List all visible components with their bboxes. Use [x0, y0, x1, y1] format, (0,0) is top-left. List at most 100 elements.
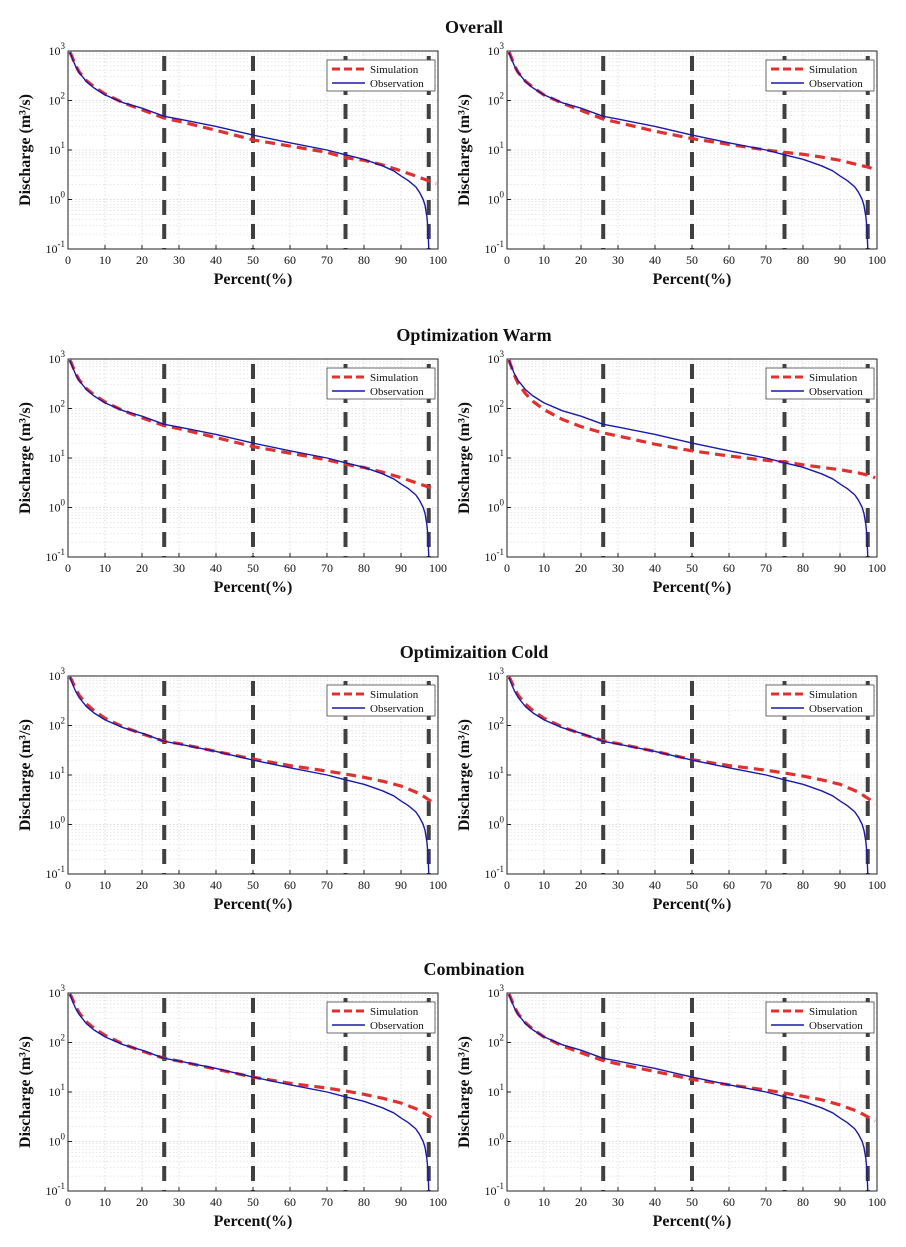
- y-axis-label: Discharge (m³/s): [17, 94, 34, 206]
- y-tick-label: 101: [49, 765, 66, 782]
- legend: Simulation Observation: [326, 1001, 436, 1034]
- legend: Simulation Observation: [765, 59, 875, 92]
- legend-box: [326, 1001, 436, 1034]
- y-axis-label: Discharge (m³/s): [17, 1036, 34, 1148]
- x-tick-label: 70: [760, 1195, 772, 1209]
- x-tick-label: 40: [210, 561, 222, 575]
- y-tick-label: 102: [488, 91, 505, 108]
- x-tick-label: 0: [65, 253, 71, 267]
- legend: Simulation Observation: [326, 59, 436, 92]
- y-tick-label: 10-1: [46, 239, 66, 256]
- x-tick-label: 40: [210, 1195, 222, 1209]
- x-tick-label: 30: [612, 253, 624, 267]
- x-tick-label: 20: [136, 1195, 148, 1209]
- x-tick-label: 80: [358, 253, 370, 267]
- row-title-optimization-warm: Optimization Warm: [396, 325, 551, 345]
- y-tick-label: 100: [488, 498, 505, 515]
- row-title-optimization-cold: Optimizaition Cold: [400, 642, 549, 662]
- x-tick-label: 10: [538, 253, 550, 267]
- legend-label-simulation: Simulation: [809, 372, 858, 384]
- y-tick-label: 10-1: [485, 239, 505, 256]
- y-axis-label: Discharge (m³/s): [17, 402, 34, 514]
- x-tick-label: 40: [210, 253, 222, 267]
- x-tick-label: 20: [136, 561, 148, 575]
- x-axis-label: Percent(%): [214, 579, 293, 596]
- x-tick-label: 80: [358, 1195, 370, 1209]
- x-tick-label: 20: [575, 1195, 587, 1209]
- x-tick-label: 0: [504, 253, 510, 267]
- x-tick-label: 20: [575, 561, 587, 575]
- x-tick-label: 10: [538, 878, 550, 892]
- legend: Simulation Observation: [326, 684, 436, 717]
- legend-label-simulation: Simulation: [809, 64, 858, 76]
- x-axis-label: Percent(%): [653, 271, 732, 288]
- y-tick-label: 101: [49, 140, 66, 157]
- x-tick-label: 0: [65, 561, 71, 575]
- x-tick-label: 30: [173, 878, 185, 892]
- x-tick-label: 70: [760, 878, 772, 892]
- simulation-line: [68, 359, 437, 493]
- x-tick-label: 60: [284, 561, 296, 575]
- legend-box: [326, 684, 436, 717]
- x-tick-label: 90: [834, 1195, 846, 1209]
- y-tick-label: 101: [488, 448, 505, 465]
- y-tick-label: 103: [49, 983, 66, 1000]
- x-tick-label: 100: [868, 878, 886, 892]
- legend-box: [765, 684, 875, 717]
- x-tick-label: 50: [247, 253, 259, 267]
- x-tick-label: 80: [797, 1195, 809, 1209]
- observation-line: [508, 676, 869, 874]
- x-tick-label: 100: [868, 253, 886, 267]
- x-tick-label: 20: [575, 878, 587, 892]
- row-title-overall: Overall: [445, 17, 503, 37]
- legend-label-observation: Observation: [370, 1020, 424, 1032]
- x-axis-label: Percent(%): [214, 271, 293, 288]
- legend: Simulation Observation: [765, 367, 875, 400]
- observation-line: [508, 359, 869, 557]
- x-tick-label: 70: [321, 878, 333, 892]
- y-tick-label: 102: [49, 91, 66, 108]
- x-tick-label: 70: [760, 253, 772, 267]
- x-tick-label: 10: [538, 1195, 550, 1209]
- x-tick-label: 70: [760, 561, 772, 575]
- x-tick-label: 10: [99, 253, 111, 267]
- legend-label-observation: Observation: [370, 386, 424, 398]
- y-tick-label: 103: [49, 666, 66, 683]
- legend-label-simulation: Simulation: [370, 64, 419, 76]
- legend-label-observation: Observation: [809, 386, 863, 398]
- x-tick-label: 60: [723, 561, 735, 575]
- chart-panel-4: 0 10 20 30 40 50 60 70 80 90 100 10-1 100 101 102 103 Pe…: [456, 349, 886, 596]
- x-axis-label: Percent(%): [653, 896, 732, 913]
- x-tick-label: 90: [834, 561, 846, 575]
- x-tick-label: 30: [173, 1195, 185, 1209]
- y-tick-label: 103: [49, 349, 66, 366]
- y-tick-label: 10-1: [485, 547, 505, 564]
- x-tick-label: 10: [99, 561, 111, 575]
- observation-line: [69, 993, 430, 1191]
- x-tick-label: 70: [321, 561, 333, 575]
- row-title-combination: Combination: [423, 959, 524, 979]
- legend-label-observation: Observation: [809, 78, 863, 90]
- x-tick-label: 0: [504, 1195, 510, 1209]
- chart-panel-3: 0 10 20 30 40 50 60 70 80 90 100 10-1 100 101 102 103 Pe…: [17, 349, 447, 596]
- x-tick-label: 50: [686, 561, 698, 575]
- y-tick-label: 103: [488, 349, 505, 366]
- x-tick-label: 20: [136, 253, 148, 267]
- x-tick-label: 50: [686, 878, 698, 892]
- legend: Simulation Observation: [765, 684, 875, 717]
- chart-panel-2: 0 10 20 30 40 50 60 70 80 90 100 10-1 100 101 102 103 Pe…: [456, 41, 886, 288]
- x-tick-label: 10: [99, 1195, 111, 1209]
- x-tick-label: 60: [284, 253, 296, 267]
- y-tick-label: 10-1: [485, 864, 505, 881]
- legend-box: [765, 59, 875, 92]
- x-tick-label: 0: [504, 561, 510, 575]
- observation-line: [508, 51, 869, 249]
- x-axis-label: Percent(%): [653, 579, 732, 596]
- y-tick-label: 101: [488, 140, 505, 157]
- x-tick-label: 70: [321, 253, 333, 267]
- x-tick-label: 50: [247, 561, 259, 575]
- x-tick-label: 50: [686, 1195, 698, 1209]
- x-tick-label: 40: [649, 561, 661, 575]
- plot-content: [68, 993, 438, 1191]
